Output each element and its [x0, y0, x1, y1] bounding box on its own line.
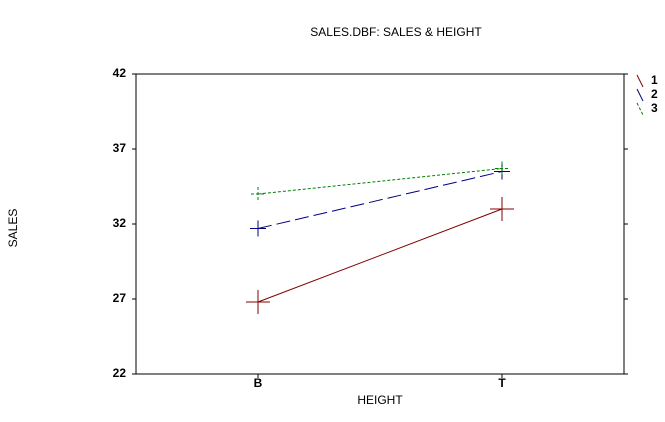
y-tick-label: 22	[113, 366, 127, 380]
series-line	[257, 171, 503, 229]
series-line	[257, 168, 503, 195]
legend-swatch	[636, 102, 644, 116]
plot-frame	[135, 73, 625, 375]
x-axis-label: HEIGHT	[357, 393, 403, 407]
legend-label: 1	[651, 73, 658, 87]
series-line	[257, 208, 503, 303]
point-marker	[495, 161, 509, 176]
legend-label: 2	[651, 87, 658, 101]
legend-swatch	[636, 88, 644, 102]
y-axis-label: SALES	[6, 209, 20, 248]
x-tick-label: T	[498, 376, 506, 390]
x-tick-label: B	[254, 376, 263, 390]
point-marker	[490, 197, 514, 221]
chart-title: SALES.DBF: SALES & HEIGHT	[310, 25, 482, 39]
legend-label: 3	[651, 101, 658, 115]
y-tick-label: 42	[113, 66, 127, 80]
point-marker	[250, 220, 266, 237]
point-marker	[246, 290, 270, 314]
legend-swatch	[636, 74, 644, 88]
point-marker	[251, 187, 265, 201]
y-tick-label: 27	[113, 291, 127, 305]
y-tick-label: 32	[113, 216, 127, 230]
y-tick-label: 37	[113, 141, 127, 155]
